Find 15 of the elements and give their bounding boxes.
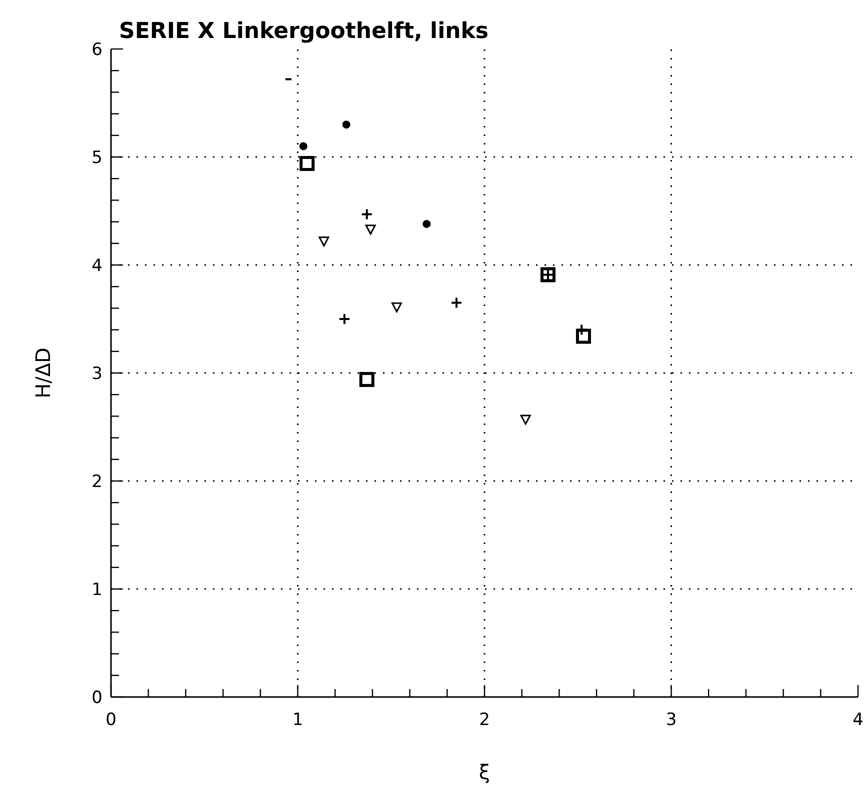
x-tick-label: 4 [852,710,864,730]
y-tick-label: 5 [92,148,102,168]
y-tick-label: 4 [92,256,102,276]
y-tick-label: 6 [92,40,102,60]
y-axis-title: H/ΔD [31,348,55,398]
x-axis-title: ξ [478,760,490,784]
x-tick-label: 1 [292,710,304,730]
y-tick-label: 2 [92,472,102,492]
y-tick-label: 0 [92,688,102,708]
y-tick-label: 3 [92,364,102,384]
y-tick-label: 1 [92,580,102,600]
x-tick-label: 2 [479,710,490,730]
x-tick-label: 3 [666,710,677,730]
chart-title: SERIE X Linkergoothelft, links [119,19,489,44]
x-tick-label: 0 [106,710,116,730]
